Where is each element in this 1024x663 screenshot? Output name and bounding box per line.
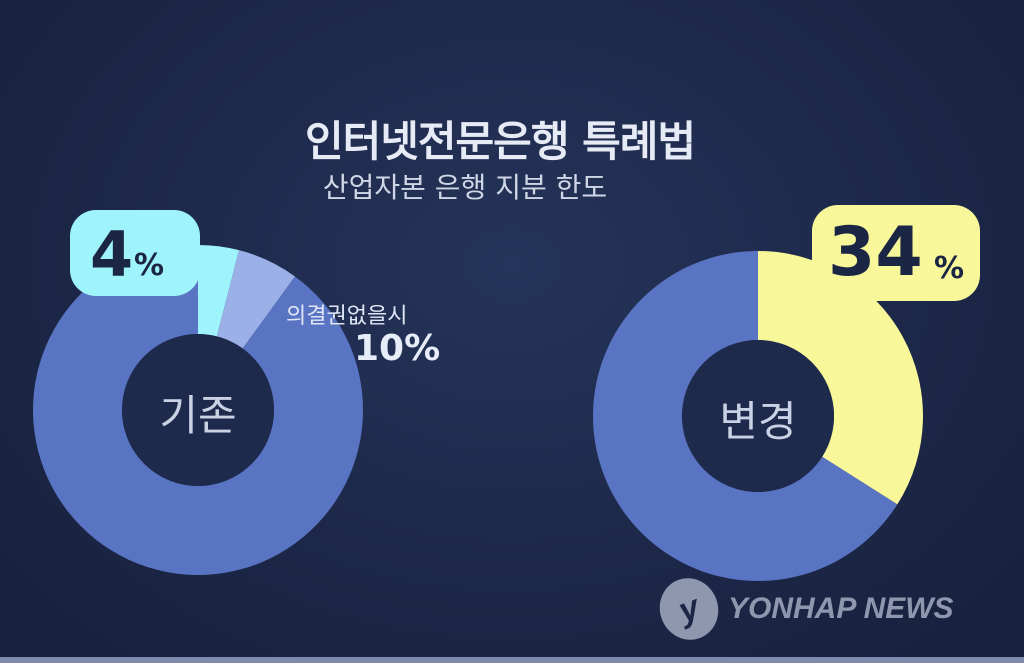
bottom-strip (0, 657, 1024, 663)
callout-unit: % (934, 251, 965, 286)
callout-unit: % (134, 248, 165, 283)
chart-title: 인터넷전문은행 특례법 (304, 117, 696, 166)
callout-before: 4 % (70, 210, 200, 296)
donut-hole (682, 340, 834, 492)
donut-slice (758, 251, 923, 505)
donut-slice (198, 245, 240, 337)
donut-hole (122, 334, 274, 486)
callout-value: 4 (90, 218, 134, 291)
note-text: 의결권없을시 (286, 304, 408, 329)
logo-mark-icon: y (651, 569, 727, 649)
center-label-after: 변경 (719, 397, 797, 446)
note-value: 10% (354, 328, 441, 369)
chart-subtitle: 산업자본 은행 지분 한도 (322, 171, 608, 204)
callout-after: 34 % (812, 205, 980, 301)
donut-slice (216, 250, 295, 349)
logo-text: YONHAP NEWS (728, 592, 954, 625)
donut-slice (32, 245, 363, 575)
yonhap-logo: y YONHAP NEWS (651, 569, 954, 649)
donut-slice (593, 251, 898, 582)
callout-value: 34 (828, 213, 923, 292)
center-label-before: 기존 (159, 391, 237, 440)
